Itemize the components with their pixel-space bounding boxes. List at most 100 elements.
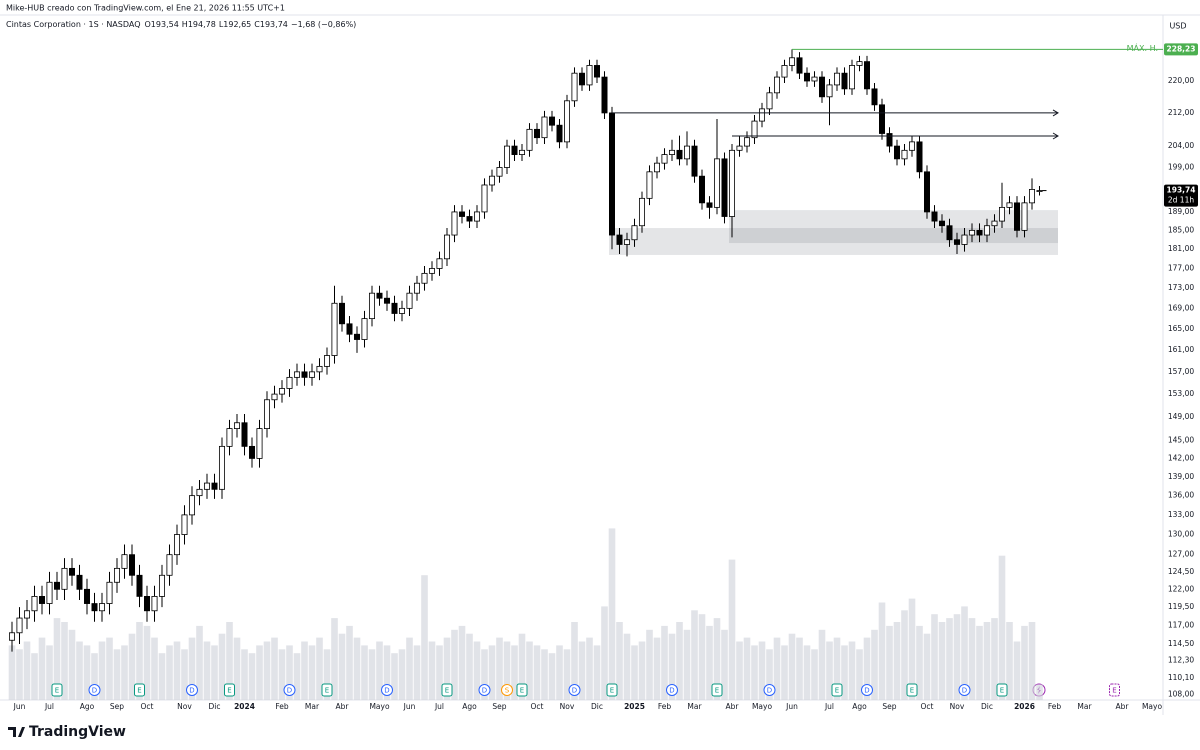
event-label: D — [189, 687, 194, 695]
event-badge — [958, 684, 971, 696]
candle-body — [256, 428, 263, 459]
y-tick-label: 127,00 — [1168, 550, 1194, 559]
candle-body — [631, 225, 638, 241]
candle-body — [624, 239, 631, 245]
y-tick-label: 220,00 — [1168, 76, 1194, 85]
x-tick-label: Sep — [110, 702, 124, 711]
event-marker: E — [606, 683, 618, 697]
volume-bar — [878, 602, 886, 700]
volume-bar — [451, 629, 458, 700]
event-label: E — [835, 687, 839, 695]
volume-bar — [323, 649, 331, 700]
event-label: D — [384, 687, 389, 695]
y-tick-label: 117,00 — [1168, 620, 1194, 629]
volume-bar — [391, 653, 398, 700]
candle-body — [676, 149, 683, 160]
event-label: E — [610, 687, 614, 695]
volume-bar — [1036, 684, 1043, 700]
volume-bar — [571, 622, 578, 700]
volume-bar — [53, 618, 61, 700]
volume-bar — [106, 637, 113, 700]
candle-body — [23, 610, 30, 619]
volume-bar — [413, 645, 421, 700]
x-tick-label: Oct — [531, 702, 544, 711]
candle-body — [428, 268, 435, 274]
volume-bar — [518, 633, 526, 700]
volume-bar — [586, 637, 593, 700]
x-tick-label: Ago — [462, 702, 477, 711]
volume-bar — [743, 637, 751, 700]
candle-body — [549, 116, 556, 126]
volume-bar — [908, 598, 916, 700]
event-badge — [134, 683, 145, 697]
volume-bar — [563, 649, 571, 700]
level-arrow — [1052, 109, 1059, 117]
event-badge — [666, 684, 678, 696]
x-tick-label: Feb — [275, 702, 289, 711]
volume-bar — [968, 618, 976, 700]
y-tick-label: 119,50 — [1168, 602, 1194, 611]
candle-body — [406, 292, 413, 309]
event-badge — [831, 683, 843, 697]
logo-mark — [8, 727, 25, 737]
event-marker: S — [501, 684, 513, 696]
volume-bar — [803, 645, 811, 700]
volume-bar — [466, 633, 473, 700]
candle-body — [151, 596, 158, 612]
candle-body — [436, 258, 443, 269]
event-marker: E — [996, 683, 1008, 697]
volume-bar — [293, 653, 301, 700]
x-tick-label: Oct — [141, 702, 154, 711]
volume-bar — [121, 645, 128, 700]
volume-bar — [938, 622, 946, 700]
candle-body — [661, 154, 668, 164]
candle-body — [706, 202, 713, 208]
volume-bar — [503, 641, 511, 700]
x-tick-label: Dic — [981, 702, 993, 711]
y-tick-label: 161,00 — [1168, 345, 1194, 354]
quote-value: 192,65 — [223, 20, 251, 29]
volume-bar — [698, 614, 706, 700]
volume-bar — [248, 653, 256, 700]
volume-bar — [428, 641, 436, 700]
volume-bar — [368, 649, 376, 700]
candle-body — [639, 197, 646, 227]
volume-bar — [31, 653, 38, 700]
y-tick-label: 130,00 — [1168, 530, 1194, 539]
y-tick-label: 112,30 — [1168, 656, 1194, 665]
volume-bar — [616, 622, 623, 700]
event-label: D — [482, 687, 487, 695]
y-tick-label: 110,10 — [1168, 673, 1194, 682]
volume-bar — [46, 645, 53, 700]
candle-body — [699, 175, 706, 204]
event-marker: D — [381, 684, 393, 696]
candle-body — [961, 234, 968, 245]
y-tick-label: 145,00 — [1168, 435, 1194, 444]
candle-body — [691, 145, 698, 177]
candle-body — [8, 632, 15, 641]
candle-body — [69, 567, 76, 576]
y-tick-label: 114,50 — [1168, 639, 1194, 648]
candle-body — [714, 158, 721, 208]
volume-bar — [98, 641, 106, 700]
event-marker: E — [516, 683, 528, 697]
event-badge — [88, 684, 101, 696]
event-marker: D — [283, 684, 296, 696]
volume-bar — [436, 645, 443, 700]
candle-body — [856, 61, 863, 66]
candle-body — [361, 318, 368, 340]
volume-bar — [706, 625, 713, 700]
event-marker: D — [88, 684, 101, 696]
candle-body — [954, 239, 961, 245]
candle-body — [158, 574, 165, 597]
x-tick-label: Jun — [403, 702, 416, 711]
x-tick-label: Ago — [80, 702, 95, 711]
x-tick-label: Nov — [177, 702, 192, 711]
candle-layer — [8, 49, 1043, 652]
x-tick-label: Abr — [336, 702, 350, 711]
candle-body — [916, 141, 923, 173]
candle-body — [196, 488, 203, 497]
event-label: D — [92, 687, 97, 695]
volume-bar — [608, 528, 616, 700]
